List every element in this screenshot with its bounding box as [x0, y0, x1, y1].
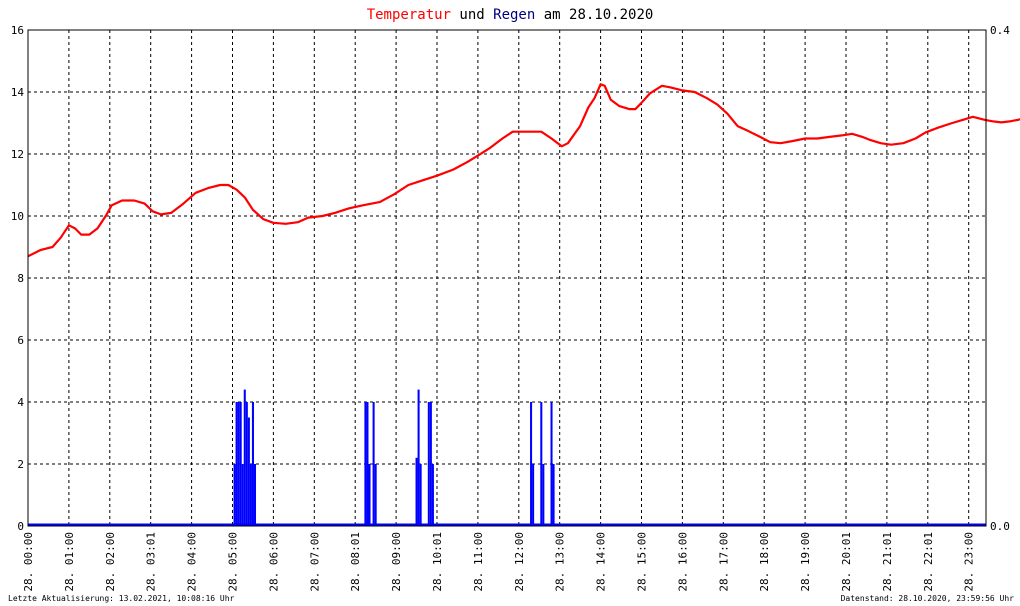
rain-series: [28, 389, 986, 527]
x-tick-label: 28. 19:00: [799, 532, 812, 592]
y-tick-label: 0: [17, 520, 24, 533]
rain-bar: [419, 464, 422, 526]
y-right-tick-label: 0.4: [990, 24, 1010, 37]
rain-bar: [239, 402, 242, 526]
x-tick-label: 28. 01:00: [63, 532, 76, 592]
x-tick-label: 28. 22:01: [922, 532, 935, 592]
chart-title: Temperatur und Regen am 28.10.2020: [367, 7, 654, 23]
rain-bar: [540, 402, 543, 526]
rain-bar: [542, 464, 545, 526]
rain-bar: [550, 402, 553, 526]
x-tick-label: 28. 05:00: [227, 532, 240, 592]
rain-bar: [249, 464, 252, 526]
title-regen: Regen: [493, 7, 535, 23]
rain-bar: [241, 464, 244, 526]
rain-bar: [245, 402, 248, 526]
y-axis-left: 0 2 4 6 8 10 12 14 16: [11, 24, 25, 533]
rain-bar: [235, 402, 238, 526]
y-axis-right: 0.0 0.4: [990, 24, 1010, 533]
x-tick-label: 28. 07:00: [308, 532, 321, 592]
rain-bar: [243, 389, 246, 526]
x-tick-label: 28. 11:00: [472, 532, 485, 592]
x-tick-label: 28. 06:00: [267, 532, 280, 592]
title-temperatur: Temperatur: [367, 7, 451, 23]
x-tick-label: 28. 16:00: [676, 532, 689, 592]
temperature-series: [27, 83, 1020, 258]
y-right-tick-label: 0.0: [990, 520, 1010, 533]
rain-bar: [233, 464, 236, 526]
title-date: am 28.10.2020: [535, 7, 653, 23]
rain-bar: [530, 402, 533, 526]
rain-bar: [374, 464, 377, 526]
x-tick-label: 28. 21:01: [881, 532, 894, 592]
rain-bar: [415, 457, 418, 526]
y-tick-label: 14: [11, 86, 25, 99]
rain-bar: [552, 464, 555, 526]
y-tick-label: 10: [11, 210, 24, 223]
y-tick-label: 12: [11, 148, 24, 161]
x-tick-label: 28. 17:00: [717, 532, 730, 592]
rain-bar: [247, 417, 250, 526]
grid: [28, 30, 986, 526]
title-und: und: [451, 7, 493, 23]
x-tick-label: 28. 23:00: [963, 532, 976, 592]
rain-bar: [532, 464, 535, 526]
y-tick-label: 2: [17, 458, 24, 471]
footer-last-update: Letzte Aktualisierung: 13.02.2021, 10:08…: [8, 594, 235, 603]
rain-bar: [431, 464, 434, 526]
x-tick-label: 28. 08:01: [349, 532, 362, 592]
y-tick-label: 6: [17, 334, 24, 347]
y-tick-label: 4: [17, 396, 24, 409]
x-tick-label: 28. 12:00: [513, 532, 526, 592]
x-tick-label: 28. 10:01: [431, 532, 444, 592]
rain-bar: [427, 402, 430, 526]
x-tick-label: 28. 03:01: [145, 532, 158, 592]
y-tick-label: 16: [11, 24, 24, 37]
rain-bar: [417, 389, 420, 526]
rain-bar: [237, 402, 240, 526]
x-axis: 28. 00:00 28. 01:00 28. 02:00 28. 03:01 28. …: [22, 532, 976, 592]
rain-bar: [429, 402, 432, 526]
y-tick-label: 8: [17, 272, 24, 285]
x-tick-label: 28. 14:00: [595, 532, 608, 592]
x-tick-label: 28. 15:00: [636, 532, 649, 592]
rain-bar: [364, 402, 367, 526]
x-tick-label: 28. 18:00: [758, 532, 771, 592]
footer-data-status: Datenstand: 28.10.2020, 23:59:56 Uhr: [841, 594, 1015, 603]
x-tick-label: 28. 02:00: [104, 532, 117, 592]
rain-bar: [253, 464, 257, 526]
plot-frame: [27, 29, 987, 527]
x-tick-label: 28. 13:00: [554, 532, 567, 592]
x-tick-label: 28. 00:00: [22, 532, 35, 592]
rain-bar: [372, 402, 375, 526]
temperature-line: [27, 83, 1020, 258]
rain-bar: [368, 464, 371, 526]
rain-bar: [366, 402, 369, 526]
x-tick-label: 28. 09:00: [390, 532, 403, 592]
x-tick-label: 28. 20:01: [840, 532, 853, 592]
rain-bar: [251, 402, 254, 526]
x-tick-label: 28. 04:00: [186, 532, 199, 592]
